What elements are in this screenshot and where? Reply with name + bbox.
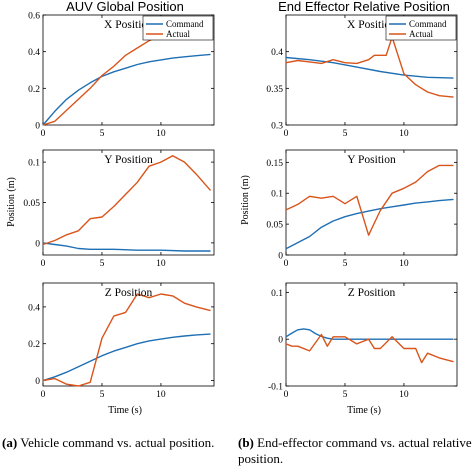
y-tick-label: 0.2: [28, 85, 40, 95]
caption-left-tag: (a): [2, 435, 18, 450]
y-tick-label: 0.1: [28, 159, 40, 169]
subplot-ee-z: 0 5 10-0.100.1 Z Position: [268, 282, 458, 400]
x-tick-label: 10: [156, 390, 166, 400]
caption-right-text: End-effector command vs. actual relative…: [238, 435, 472, 466]
legend-label-command: Command: [409, 19, 447, 29]
y-tick-label: 0: [35, 122, 40, 132]
y-tick-label: 0: [35, 377, 40, 387]
y-tick-label: 0: [278, 252, 283, 262]
series-line-command: [285, 198, 454, 250]
y-tick-label: 0.1: [271, 289, 283, 299]
left-shared-ylabel: Position (m): [6, 177, 17, 227]
y-tick-label: 0.05: [23, 199, 40, 209]
right-xlabel: Time (s): [347, 405, 381, 416]
axes-frame: [285, 149, 458, 256]
series-line-command: [42, 53, 211, 126]
caption-right-tag: (b): [238, 435, 254, 450]
subplot-title: Y Position: [347, 154, 396, 166]
axes-frame: [285, 282, 458, 387]
caption-right: (b) End-effector command vs. actual rela…: [238, 435, 472, 467]
x-tick-label: 0: [284, 259, 289, 269]
series-line-actual: [285, 164, 454, 236]
x-tick-label: 10: [156, 259, 166, 269]
subplot-title: Z Position: [348, 287, 396, 299]
y-tick-label: 0.05: [266, 221, 283, 231]
x-tick-label: 5: [100, 390, 105, 400]
axes-frame: [42, 282, 215, 387]
x-tick-label: 0: [41, 129, 46, 139]
subplot-auv-y: 0 5 10 0 0.05 0.1 Y Position: [23, 149, 215, 269]
x-tick-label: 5: [343, 129, 348, 139]
series-line-actual: [285, 36, 454, 98]
legend-label-actual: Actual: [166, 29, 190, 39]
x-tick-label: 0: [41, 390, 46, 400]
subplot-title: Z Position: [105, 287, 153, 299]
series-line-actual: [285, 333, 454, 364]
x-tick-label: 0: [284, 129, 289, 139]
y-tick-label: -0.1: [268, 383, 283, 393]
series-line-actual: [42, 154, 212, 246]
series-line-actual: [42, 293, 211, 387]
series-line-command: [42, 333, 211, 382]
series-line-command: [285, 328, 454, 340]
y-tick-label: 0.3: [271, 122, 283, 132]
legend-label-command: Command: [166, 19, 204, 29]
right-column-title: End Effector Relative Position: [278, 0, 450, 14]
axes-frame: [42, 14, 215, 126]
y-tick-label: 0.35: [266, 85, 283, 95]
axes-frame: [285, 14, 458, 126]
subplot-title: X Position: [104, 19, 153, 31]
left-column-title: AUV Global Position: [66, 0, 184, 14]
y-tick-label: 0.1: [271, 190, 283, 200]
right-shared-ylabel: Position (m): [240, 175, 251, 225]
y-tick-label: 0: [35, 239, 40, 249]
y-tick-label: 0.6: [28, 12, 40, 22]
x-tick-label: 5: [343, 259, 348, 269]
legend-box: [385, 15, 457, 41]
caption-left: (a) Vehicle command vs. actual position.: [2, 435, 234, 451]
left-xlabel: Time (s): [108, 405, 142, 416]
subplot-title: Y Position: [104, 154, 153, 166]
subplot-ee-y: 0 5 10 0 0.05 0.1 0.15 Y Position: [266, 149, 458, 269]
series-line-actual: [42, 30, 211, 126]
y-tick-label: 0.4: [28, 303, 40, 313]
x-tick-label: 0: [41, 259, 46, 269]
x-tick-label: 10: [399, 390, 409, 400]
subplot-auv-z: 0 5 10 0 0.2 0.4 Z Position: [28, 282, 215, 400]
x-tick-label: 5: [100, 129, 105, 139]
x-tick-label: 10: [156, 129, 166, 139]
y-tick-label: 0.4: [271, 48, 283, 58]
caption-left-text: Vehicle command vs. actual position.: [20, 435, 215, 450]
x-tick-label: 10: [399, 129, 409, 139]
y-tick-label: 0: [278, 336, 283, 346]
series-line-command: [285, 56, 454, 79]
x-tick-label: 10: [399, 259, 409, 269]
legend-box: [142, 15, 214, 41]
x-tick-label: 0: [284, 390, 289, 400]
x-tick-label: 5: [343, 390, 348, 400]
y-tick-label: 0.4: [28, 48, 40, 58]
legend-label-actual: Actual: [409, 29, 433, 39]
subplot-title: X Position: [347, 19, 396, 31]
y-tick-label: 0.15: [266, 159, 283, 169]
x-tick-label: 5: [100, 259, 105, 269]
series-line-command: [42, 242, 211, 252]
y-tick-label: 0.2: [28, 340, 40, 350]
